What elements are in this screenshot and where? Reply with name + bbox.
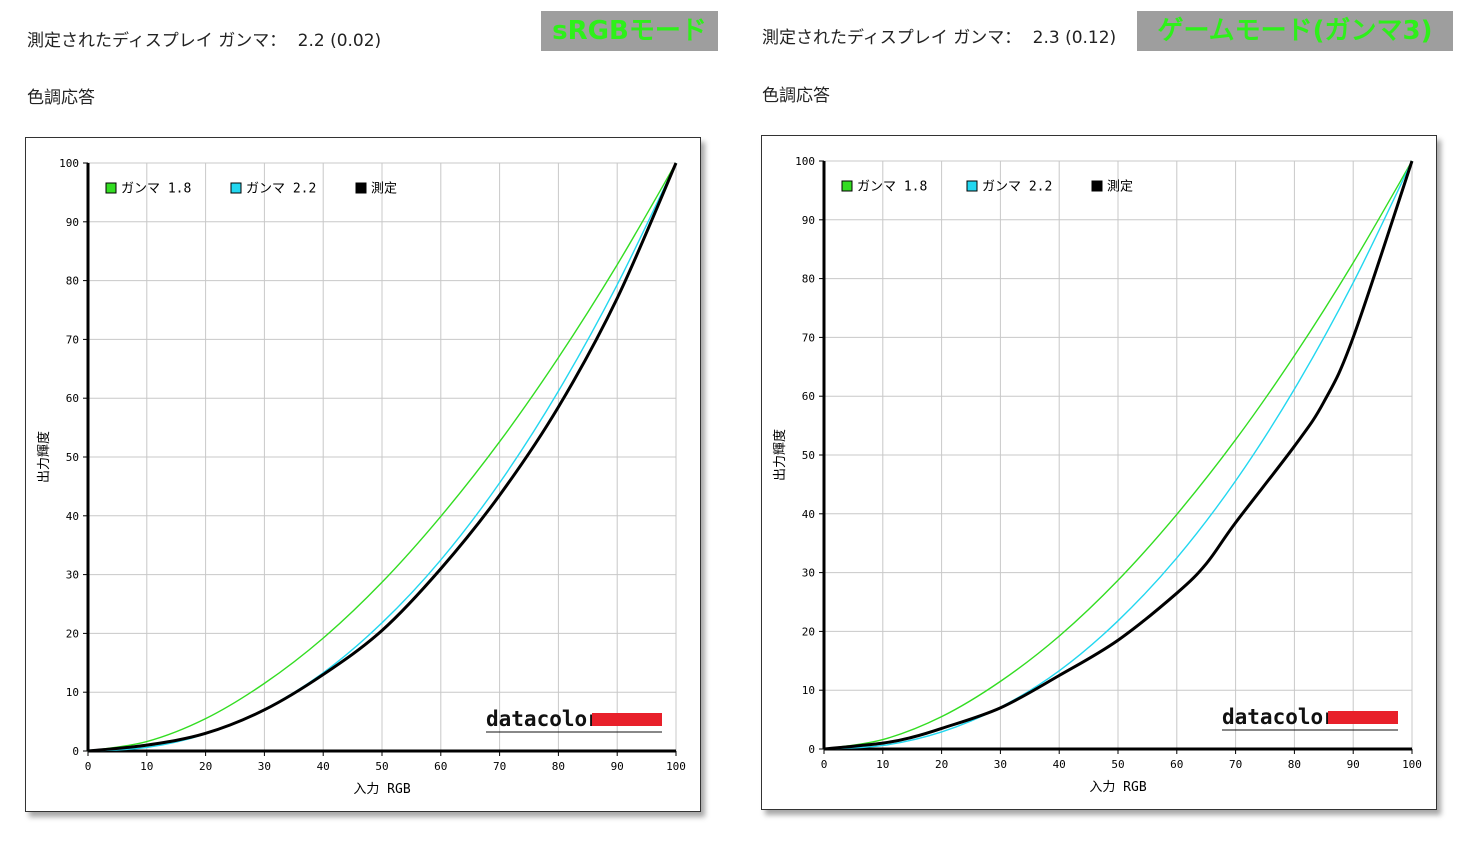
x-tick-label: 50	[375, 760, 388, 773]
y-tick-label: 60	[66, 392, 79, 405]
series-line-2	[823, 160, 1413, 750]
mode-badge-srgb: sRGBモード	[541, 11, 718, 51]
y-tick-label: 70	[802, 331, 815, 344]
legend-swatch	[841, 180, 853, 192]
legend-label: ガンマ 1.8	[121, 182, 191, 197]
legend-swatch	[230, 182, 242, 194]
x-tick-label: 40	[317, 760, 330, 773]
legend-swatch	[105, 182, 117, 194]
datacolor-logo-text: datacolor	[1222, 705, 1336, 729]
x-tick-label: 0	[821, 758, 828, 771]
tone-response-chart-left: 0 10 20 30 40 50 60 70 80 90 100 0 10 20 30 40 50 60 70 80 9…	[36, 157, 686, 797]
legend-label: 測定	[1107, 180, 1133, 195]
y-tick-label: 40	[66, 510, 79, 523]
y-tick-label: 90	[802, 214, 815, 227]
y-tick-label: 70	[66, 333, 79, 346]
y-tick-label: 60	[802, 390, 815, 403]
series-line-1	[87, 162, 677, 752]
x-tick-label: 0	[85, 760, 92, 773]
legend-swatch	[1091, 180, 1103, 192]
x-tick-label: 70	[493, 760, 506, 773]
y-tick-label: 0	[72, 745, 79, 758]
legend-label: ガンマ 2.2	[982, 180, 1052, 195]
x-axis-title: 入力 RGB	[353, 782, 410, 797]
x-tick-label: 30	[258, 760, 271, 773]
x-tick-label: 20	[199, 760, 212, 773]
y-tick-label: 80	[66, 275, 79, 288]
x-tick-label: 50	[1111, 758, 1124, 771]
y-tick-label: 40	[802, 508, 815, 521]
legend-label: ガンマ 1.8	[857, 180, 927, 195]
datacolor-logo-text: datacolor	[486, 707, 600, 731]
chart-panel-left: 0 10 20 30 40 50 60 70 80 90 100 0 10 20 30 40 50 60 70 80 9…	[25, 137, 701, 812]
y-tick-label: 50	[66, 451, 79, 464]
y-tick-label: 0	[808, 743, 815, 756]
gamma-value: 2.3 (0.12)	[1032, 28, 1117, 48]
x-tick-label: 30	[994, 758, 1007, 771]
y-tick-label: 90	[66, 216, 79, 229]
y-tick-label: 10	[66, 686, 79, 699]
y-axis-title: 出力輝度	[36, 431, 52, 483]
series-line-3	[823, 160, 1414, 751]
gamma-label: 測定されたディスプレイ ガンマ：	[762, 28, 1022, 48]
section-title-right: 色調応答	[762, 86, 830, 106]
x-tick-label: 80	[1288, 758, 1301, 771]
x-tick-label: 90	[1347, 758, 1360, 771]
y-axis-title: 出力輝度	[772, 429, 788, 481]
x-tick-label: 60	[434, 760, 447, 773]
y-tick-label: 100	[59, 157, 79, 170]
series-line-1	[823, 160, 1413, 750]
series-line-3	[87, 162, 678, 753]
legend-swatch	[966, 180, 978, 192]
tone-response-chart-right: 0 10 20 30 40 50 60 70 80 90 100 0 10 20 30 40 50 60 70 80 9…	[772, 155, 1422, 795]
y-tick-label: 80	[802, 273, 815, 286]
x-tick-label: 80	[552, 760, 565, 773]
gamma-label: 測定されたディスプレイ ガンマ：	[27, 31, 287, 51]
x-tick-label: 90	[611, 760, 624, 773]
x-tick-label: 40	[1053, 758, 1066, 771]
x-axis-title: 入力 RGB	[1089, 780, 1146, 795]
gamma-value: 2.2 (0.02)	[297, 31, 382, 51]
chart-panel-right: 0 10 20 30 40 50 60 70 80 90 100 0 10 20 30 40 50 60 70 80 9…	[761, 135, 1437, 810]
y-tick-label: 20	[802, 625, 815, 638]
mode-badge-game: ゲームモード(ガンマ3)	[1137, 11, 1453, 51]
legend-label: ガンマ 2.2	[246, 182, 316, 197]
datacolor-logo-bar	[592, 713, 662, 726]
x-tick-label: 60	[1170, 758, 1183, 771]
measured-gamma-left: 測定されたディスプレイ ガンマ： 2.2 (0.02)	[27, 26, 381, 51]
legend-label: 測定	[371, 182, 397, 197]
x-tick-label: 100	[666, 760, 686, 773]
x-tick-label: 100	[1402, 758, 1422, 771]
x-tick-label: 70	[1229, 758, 1242, 771]
section-title-left: 色調応答	[27, 88, 95, 108]
y-tick-label: 20	[66, 627, 79, 640]
y-tick-label: 100	[795, 155, 815, 168]
datacolor-logo-bar	[1328, 711, 1398, 724]
y-tick-label: 30	[802, 567, 815, 580]
x-tick-label: 10	[876, 758, 889, 771]
legend-swatch	[355, 182, 367, 194]
y-tick-label: 50	[802, 449, 815, 462]
y-tick-label: 10	[802, 684, 815, 697]
x-tick-label: 20	[935, 758, 948, 771]
x-tick-label: 10	[140, 760, 153, 773]
measured-gamma-right: 測定されたディスプレイ ガンマ： 2.3 (0.12)	[762, 23, 1116, 48]
y-tick-label: 30	[66, 569, 79, 582]
